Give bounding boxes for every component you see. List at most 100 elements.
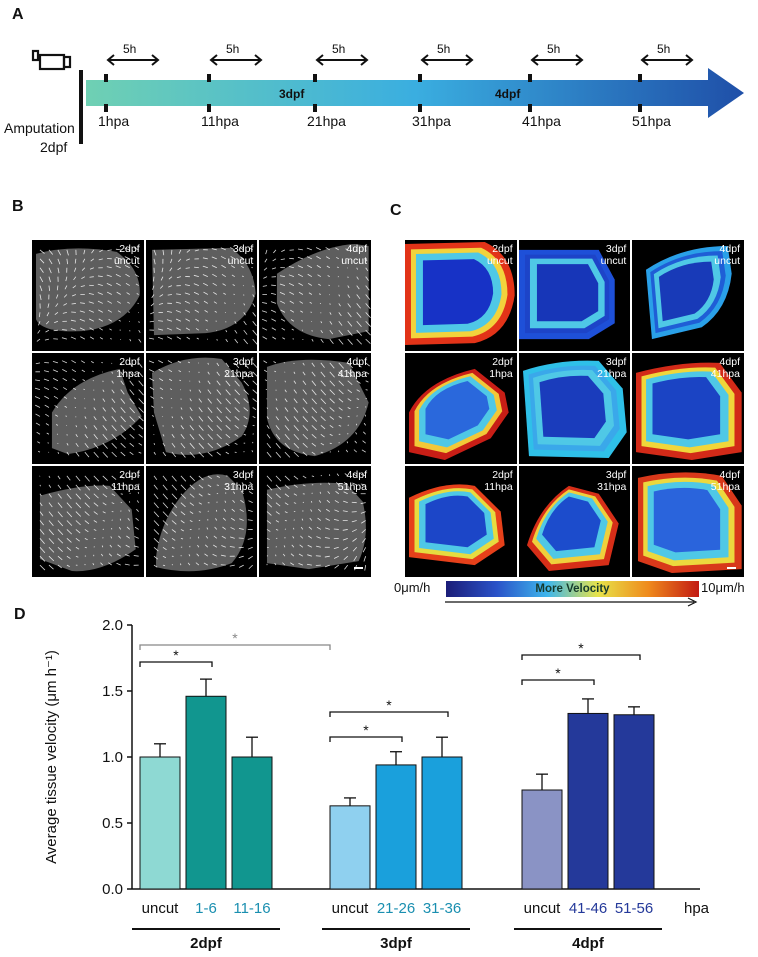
vector-field-tile: 2dpf 1hpa [32,353,144,464]
velocity-heatmap-tile: 4dpf 41hpa [632,353,744,464]
amputation-label: Amputation [4,120,75,136]
velocity-heatmap-grid: 2dpf uncut 3dpf uncut 4dpf uncut 2dpf 1hpa 3… [405,240,744,577]
interval-label: 5h [332,42,345,56]
colorbar-min-label: 0μm/h [394,580,431,595]
timeline-tick [528,74,532,82]
bar [185,695,227,890]
vector-field-tile: 3dpf 21hpa [145,353,258,464]
bar [231,756,273,890]
interval-arrow: 5h [640,42,694,66]
significance-bracket [139,644,331,650]
y-tick-label: 0.5 [102,815,123,832]
tile-label: 2dpf 1hpa [489,356,513,380]
timeline-tick [104,104,108,112]
significance-marker: * [173,647,179,663]
amputation-age-label: 2dpf [40,139,67,155]
x-tick-label: uncut [524,900,562,917]
colorbar-arrow [445,597,698,607]
scale-bar [353,567,363,569]
scale-bar [726,567,736,569]
significance-bracket [329,736,403,742]
tile-label: 2dpf 11hpa [484,469,513,493]
interval-label: 5h [657,42,670,56]
camera-icon [31,49,72,71]
velocity-heatmap-tile: 2dpf uncut [405,240,517,351]
timeline-tick-label: 41hpa [522,113,561,129]
x-tick-label: 11-16 [233,900,270,917]
velocity-heatmap-tile: 3dpf uncut [518,240,631,351]
x-tick-label: 21-26 [377,900,415,917]
tile-label: 2dpf 11hpa [111,469,140,493]
tile-label: 2dpf 1hpa [116,356,140,380]
tile-label: 4dpf 41hpa [337,356,367,380]
group-label: 4dpf [572,935,605,952]
tile-label: 3dpf uncut [227,243,254,267]
x-tick-label: uncut [142,900,180,917]
velocity-colorbar: More Velocity [446,581,699,597]
y-tick-label: 1.5 [102,683,123,700]
vector-field-tile: 2dpf uncut [32,240,144,351]
interval-label: 5h [226,42,239,56]
x-tick-label: 31-36 [423,900,461,917]
bar [421,756,463,890]
x-tick-label: 51-56 [615,900,653,917]
timeline-tick-label: 1hpa [98,113,129,129]
timeline-tick [638,74,642,82]
velocity-heatmap-tile: 2dpf 11hpa [405,466,517,577]
interval-arrow: 5h [530,42,584,66]
bar [613,714,655,890]
vector-field-tile: 3dpf uncut [145,240,258,351]
timeline-tick-label: 51hpa [632,113,671,129]
significance-marker: * [232,630,238,646]
vector-field-grid: 2dpf uncut 3dpf uncut 4dpf uncut 2dpf 1hpa 3… [32,240,371,577]
tile-label: 4dpf 51hpa [710,469,740,493]
timeline-tick [638,104,642,112]
vector-field-tile: 2dpf 11hpa [32,466,144,577]
tile-label: 3dpf 31hpa [224,469,254,493]
tile-label: 4dpf uncut [341,243,367,267]
interval-arrow: 5h [209,42,263,66]
timeline-tick [104,74,108,82]
tile-label: 3dpf 21hpa [597,356,627,380]
vector-field-tile: 3dpf 31hpa [145,466,258,577]
stage-label-4dpf: 4dpf [495,87,521,101]
bar [139,756,181,890]
panel-label-c: C [390,202,402,219]
interval-label: 5h [437,42,450,56]
interval-arrow: 5h [106,42,160,66]
amputation-marker [79,70,83,144]
interval-arrow: 5h [315,42,369,66]
timeline-tick-label: 21hpa [307,113,346,129]
panel-label-a: A [12,6,24,23]
x-tick-label: uncut [332,900,370,917]
x-tick-label: 41-46 [569,900,607,917]
vector-field-tile: 4dpf 51hpa [259,466,371,577]
bar [567,712,609,890]
timeline-tick-label: 31hpa [412,113,451,129]
y-tick-label: 2.0 [102,617,123,634]
panel-label-d: D [14,606,26,623]
x-tick-label: 1-6 [195,900,217,917]
bar [329,805,371,890]
panel-label-b: B [12,198,24,215]
colorbar-center-label: More Velocity [535,583,610,595]
vector-field-tile: 4dpf uncut [259,240,371,351]
tile-label: 3dpf uncut [600,243,627,267]
timeline-tick [313,104,317,112]
y-axis-label: Average tissue velocity (μm h⁻¹) [43,650,60,864]
significance-marker: * [386,697,392,713]
tile-label: 3dpf 21hpa [224,356,254,380]
timeline-tick [418,74,422,82]
significance-marker: * [363,722,369,738]
velocity-heatmap-tile: 3dpf 21hpa [518,353,631,464]
colorbar-max-label: 10μm/h [701,580,745,595]
velocity-heatmap-tile: 2dpf 1hpa [405,353,517,464]
stage-label-3dpf: 3dpf [279,87,305,101]
significance-bracket [139,661,213,667]
significance-bracket [521,654,641,660]
bar [521,789,563,890]
timeline-tick [207,104,211,112]
timeline-arrow [86,68,744,118]
significance-bracket [521,679,595,685]
timeline-figure: 1hpa 5h 11hpa 5h 21hpa 5h 31hpa 5h 41hpa 5h 51hpa 5… [4,42,744,155]
